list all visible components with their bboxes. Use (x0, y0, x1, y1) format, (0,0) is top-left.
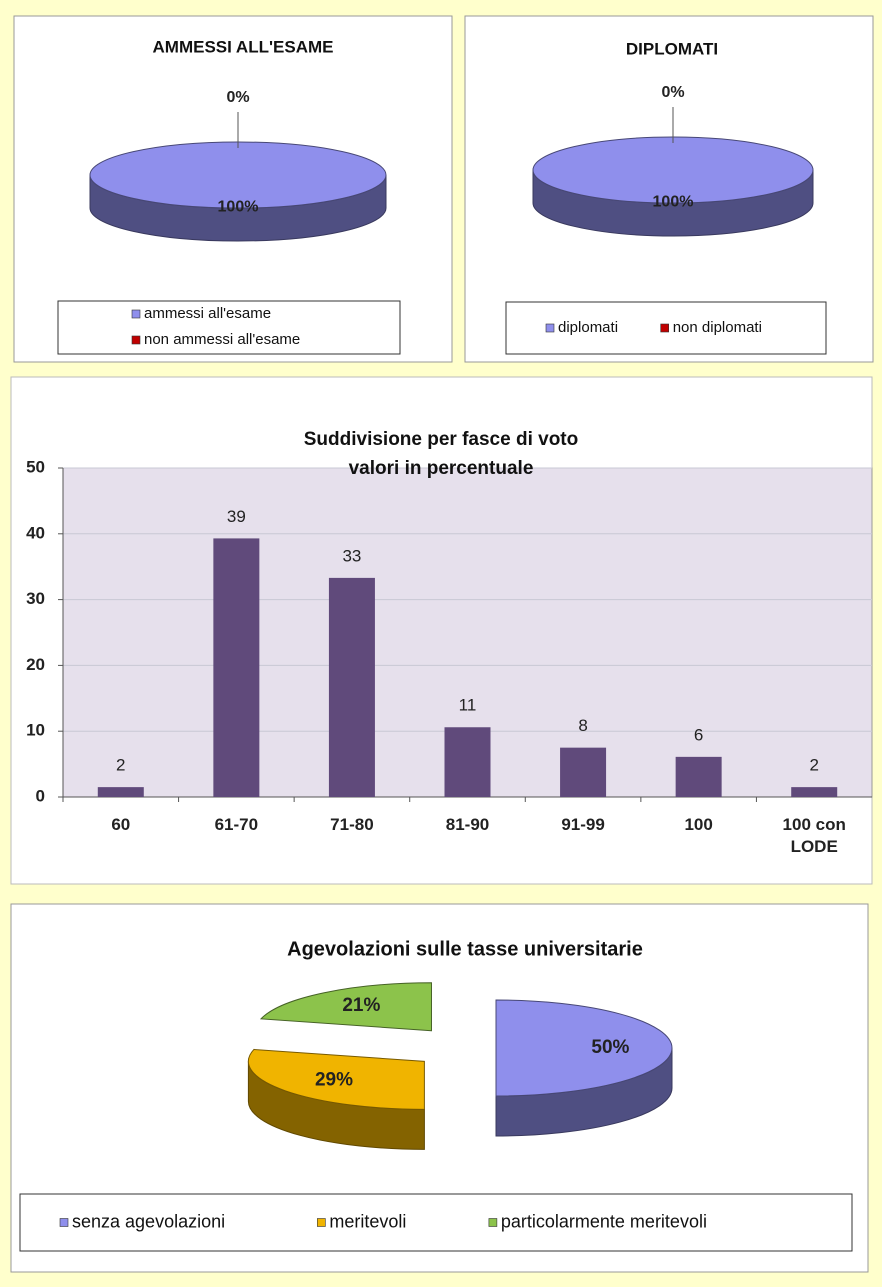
x-tick-label: 91-99 (561, 815, 605, 834)
value-label: 29% (315, 1070, 353, 1091)
chart-subtitle: valori in percentuale (349, 458, 534, 479)
x-tick-label: 60 (111, 815, 131, 834)
legend-swatch (317, 1218, 326, 1227)
legend-box (19, 1193, 853, 1252)
value-label: 6 (694, 725, 703, 744)
value-label: 50% (591, 1037, 629, 1058)
value-label: 100% (218, 199, 259, 216)
legend-label: meritevoli (329, 1211, 406, 1231)
pie-slice (247, 1048, 425, 1110)
pie-slice (259, 982, 432, 1032)
y-tick-label: 40 (26, 523, 45, 542)
value-label: 11 (459, 696, 477, 715)
legend-label: non diplomati (673, 319, 762, 336)
chart-title: Agevolazioni sulle tasse universitarie (287, 938, 643, 960)
y-tick-label: 10 (26, 721, 45, 740)
legend-label: senza agevolazioni (72, 1211, 225, 1231)
x-tick-label: 100 con LODE (782, 815, 846, 856)
y-tick-label: 0 (36, 786, 45, 805)
bar (791, 787, 838, 797)
pie-slice (495, 999, 673, 1097)
legend-swatch (545, 323, 555, 333)
value-label: 100% (653, 194, 694, 211)
legend-label: particolarmente meritevoli (501, 1211, 707, 1231)
chart-title: Suddivisione per fasce di voto (304, 429, 579, 450)
bar (97, 787, 144, 797)
x-tick-label: 100 (684, 815, 713, 834)
chart-title: AMMESSI ALL'ESAME (153, 37, 334, 56)
value-label: 8 (578, 716, 587, 735)
x-tick-label: 71-80 (330, 815, 374, 834)
bar (675, 756, 722, 797)
x-tick-label: 81-90 (445, 815, 490, 834)
bar (328, 577, 375, 797)
legend-swatch (660, 323, 670, 333)
legend-box (57, 300, 401, 355)
chart-title: DIPLOMATI (626, 39, 718, 58)
value-label: 39 (227, 507, 246, 526)
y-tick-label: 50 (26, 457, 45, 476)
legend-label: non ammessi all'esame (144, 331, 300, 348)
y-tick-label: 20 (26, 655, 45, 674)
legend-swatch (59, 1218, 69, 1227)
value-label: 33 (342, 546, 361, 565)
value-label: 21% (342, 995, 380, 1016)
legend-swatch (131, 309, 141, 319)
bar (560, 747, 607, 797)
y-tick-label: 30 (26, 589, 45, 608)
x-tick-label: 61-70 (214, 815, 259, 834)
legend-swatch (488, 1218, 498, 1227)
legend-label: ammessi all'esame (144, 305, 271, 322)
legend-label: diplomati (558, 319, 618, 336)
value-label: 2 (116, 756, 125, 775)
bar (213, 538, 260, 797)
legend-swatch (131, 335, 141, 345)
value-label: 0% (661, 84, 684, 101)
value-label: 2 (809, 756, 818, 775)
value-label: 0% (226, 89, 249, 106)
bar (444, 727, 491, 797)
